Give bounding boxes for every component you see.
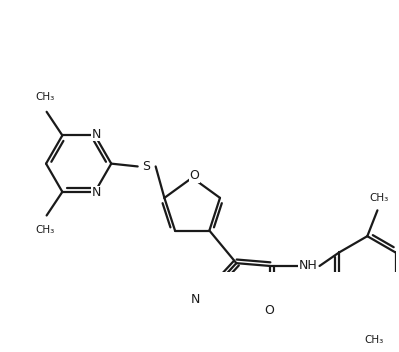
Text: NH: NH [299, 259, 318, 272]
Text: CH₃: CH₃ [364, 335, 384, 345]
Text: N: N [91, 187, 101, 200]
Text: CH₃: CH₃ [369, 193, 388, 203]
Text: CH₃: CH₃ [36, 92, 55, 102]
Text: CH₃: CH₃ [36, 225, 55, 235]
Text: N: N [91, 128, 101, 141]
Text: N: N [191, 293, 201, 306]
Text: S: S [142, 160, 150, 173]
Text: O: O [264, 304, 274, 318]
Text: O: O [190, 169, 200, 182]
